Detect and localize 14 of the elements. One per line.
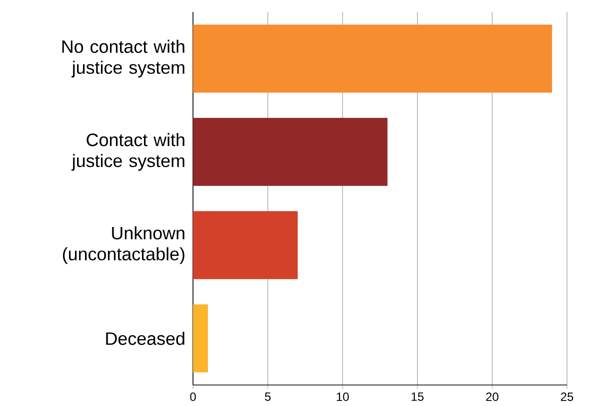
bar <box>193 118 388 186</box>
y-tick-label: Contact with justice system <box>71 133 184 171</box>
bar <box>193 304 208 372</box>
x-tick-label: 10 <box>336 392 349 401</box>
y-tick-label: Deceased <box>106 332 184 345</box>
y-tick-label: No contact with justice system <box>62 40 184 78</box>
bar <box>193 24 552 93</box>
y-tick-label: Unknown (uncontactable) <box>62 226 184 264</box>
x-tick-label: 5 <box>264 392 271 401</box>
x-tick-label: 25 <box>560 392 574 401</box>
x-tick-label: 20 <box>486 392 498 401</box>
x-tick-label: 15 <box>412 392 424 401</box>
x-tick-label: 0 <box>190 392 196 401</box>
bar <box>193 211 298 280</box>
